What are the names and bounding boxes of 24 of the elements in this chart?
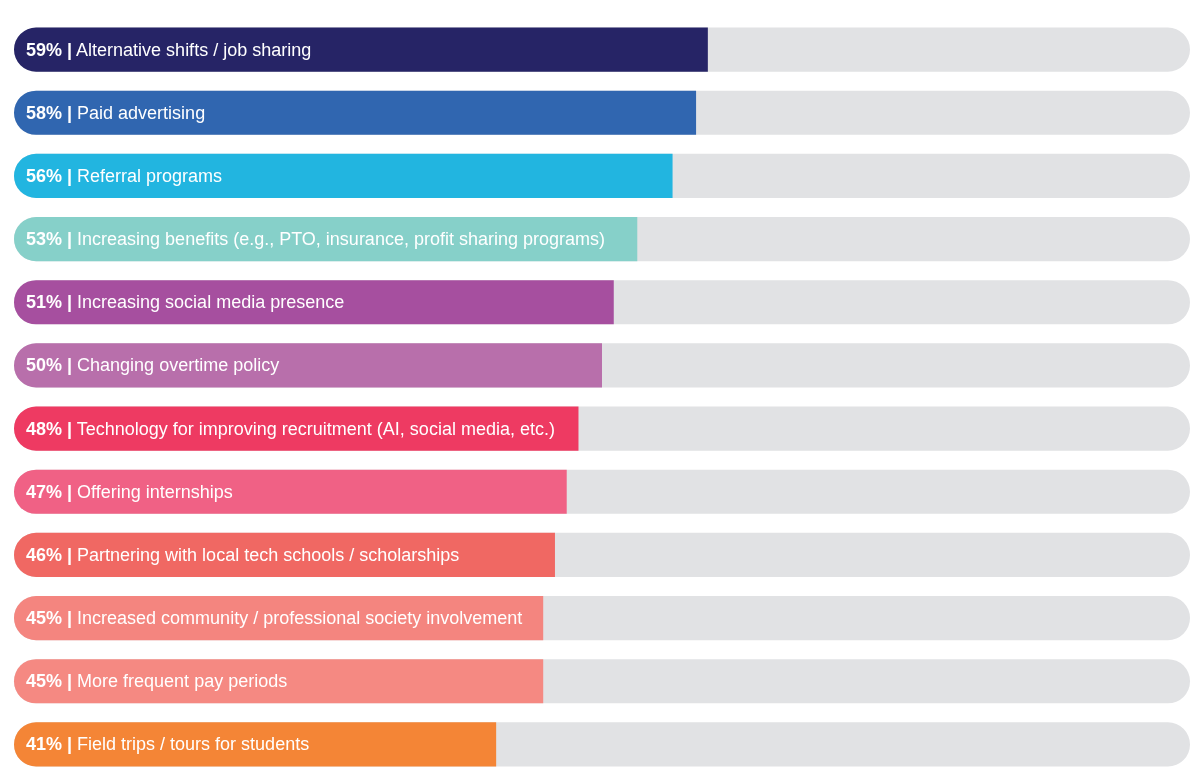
data-label: 50% | [26, 355, 73, 376]
y-tick-label: Technology for improving recruitment (AI, social media, etc.) [72, 418, 555, 439]
data-label: 45% | [26, 608, 73, 629]
y-tick-label: Paid advertising [72, 102, 206, 123]
data-label: 45% | [26, 671, 73, 692]
y-tick-label: Increasing benefits (e.g., PTO, insurance, profit sharing programs) [72, 229, 605, 250]
y-tick-label: Field trips / tours for students [72, 734, 310, 755]
data-label: 41% | [26, 734, 73, 755]
data-label: 56% | [26, 165, 73, 186]
data-label: 46% | [26, 544, 73, 565]
y-tick-label: Partnering with local tech schools / scholarships [72, 544, 460, 565]
data-label: 51% | [26, 292, 73, 313]
data-label: 59% | [26, 39, 73, 60]
y-tick-label: Alternative shifts / job sharing [72, 39, 312, 60]
y-tick-label: More frequent pay periods [72, 671, 288, 692]
y-tick-label: Increasing social media presence [72, 292, 345, 313]
y-tick-label: Offering internships [72, 481, 233, 502]
data-label: 53% | [26, 229, 73, 250]
data-label: 48% | [26, 418, 73, 439]
data-label: 58% | [26, 102, 73, 123]
y-tick-label: Changing overtime policy [72, 355, 280, 376]
y-tick-label: Referral programs [72, 165, 223, 186]
data-label: 47% | [26, 481, 73, 502]
y-tick-label: Increased community / professional society involvement [72, 608, 523, 629]
